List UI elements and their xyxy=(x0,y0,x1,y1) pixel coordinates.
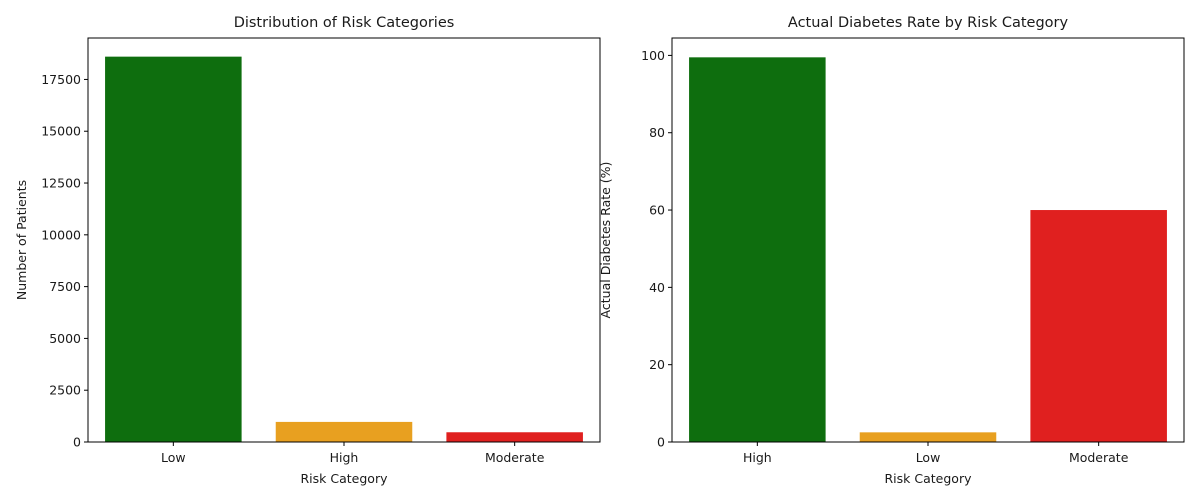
bar-moderate xyxy=(446,432,583,442)
bar-low xyxy=(105,56,242,443)
bar-high xyxy=(689,57,826,443)
bar-moderate xyxy=(1030,210,1167,442)
y-tick-label: 40 xyxy=(649,280,665,295)
x-axis-label: Risk Category xyxy=(301,471,389,486)
y-tick-label: 17500 xyxy=(41,72,81,87)
x-tick-label: Low xyxy=(161,450,186,465)
y-tick-label: 10000 xyxy=(41,227,81,242)
y-tick-label: 7500 xyxy=(49,279,81,294)
x-tick-label: Low xyxy=(916,450,941,465)
chart-panel-risk-distribution: Low High Moderate 0 2500 5000 7500 10000 12500 15… xyxy=(14,15,601,486)
x-tick-label: Moderate xyxy=(1069,450,1129,465)
y-tick-label: 20 xyxy=(649,357,665,372)
bar-high xyxy=(275,421,413,442)
y-tick-label: 2500 xyxy=(49,383,81,398)
x-tick-label: Moderate xyxy=(485,450,545,465)
chart-panel-diabetes-rate: High Low Moderate 0 20 40 60 80 100 Actual Diabet… xyxy=(598,15,1185,486)
y-tick-label: 5000 xyxy=(49,331,81,346)
x-tick-label: High xyxy=(330,450,359,465)
y-tick-label: 80 xyxy=(649,125,665,140)
y-tick-label: 12500 xyxy=(41,176,81,191)
y-tick-label: 15000 xyxy=(41,124,81,139)
x-tick-label: High xyxy=(743,450,772,465)
chart-title: Actual Diabetes Rate by Risk Category xyxy=(788,15,1069,31)
y-tick-label: 0 xyxy=(657,435,665,450)
x-axis-label: Risk Category xyxy=(885,471,973,486)
bar-low xyxy=(859,432,997,442)
y-tick-label: 0 xyxy=(73,435,81,450)
y-axis-label: Actual Diabetes Rate (%) xyxy=(598,162,613,319)
chart-title: Distribution of Risk Categories xyxy=(234,15,455,31)
y-tick-label: 100 xyxy=(641,48,665,63)
y-tick-label: 60 xyxy=(649,203,665,218)
y-axis-label: Number of Patients xyxy=(14,180,29,300)
